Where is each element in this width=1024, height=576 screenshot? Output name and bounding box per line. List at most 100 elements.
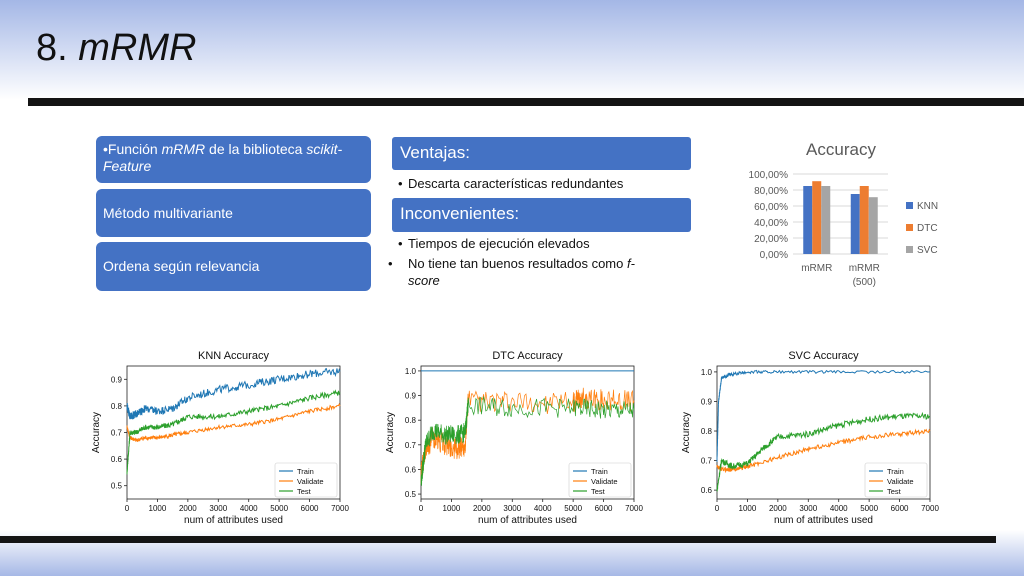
legend-label: KNN xyxy=(917,201,938,212)
dtc-accuracy-chart: DTC Accuracy 0 1000 2000 3000 4000 5000 6000 700… xyxy=(385,350,643,525)
y-tick-label: 100,00% xyxy=(749,170,789,181)
bar-knn xyxy=(850,194,860,254)
y-tick-label: 0.8 xyxy=(405,416,417,425)
x-tick-label: 4000 xyxy=(240,504,258,513)
x-category-label: mRMR (500) xyxy=(849,263,880,288)
footer-divider xyxy=(0,536,996,543)
inconvenientes-item-text: Tiempos de ejecución elevados xyxy=(408,236,590,251)
y-tick-label: 0.5 xyxy=(405,490,417,499)
y-tick-label: 0.7 xyxy=(111,429,123,438)
y-tick-label: 0.9 xyxy=(405,392,417,401)
legend-label: Train xyxy=(591,467,608,476)
inconvenientes-header-text: Inconvenientes: xyxy=(400,204,520,223)
x-tick-label: 1000 xyxy=(739,504,757,513)
x-tick-label: 3000 xyxy=(503,504,521,513)
title-number: 8. xyxy=(36,27,68,69)
y-axis-label: Accuracy xyxy=(385,412,396,453)
legend-label: Validate xyxy=(591,477,618,486)
bar-svc xyxy=(868,197,878,254)
bar-marks: mRMR mRMR (500) xyxy=(801,181,880,288)
legend-swatch xyxy=(906,224,913,231)
y-tick-label: 0.7 xyxy=(701,457,713,466)
legend-swatch xyxy=(906,246,913,253)
inconvenientes-item: • No tiene tan buenos resultados como f-s… xyxy=(388,255,658,289)
box-text-scikit: scikit-Feature xyxy=(103,141,343,174)
inconvenientes-item-text: No tiene tan buenos resultados como xyxy=(408,256,627,271)
y-tick-label: 0.6 xyxy=(405,465,417,474)
ventajas-item: • Descarta características redundantes xyxy=(398,175,688,192)
header-divider xyxy=(28,98,1024,106)
accuracy-bar-chart: Accuracy 0,00% 20,00% 40,00% 60,00% 80,00% 10… xyxy=(749,140,939,288)
box-text-mid: de la biblioteca xyxy=(205,141,307,157)
y-axis-label: Accuracy xyxy=(681,412,692,453)
series-line-test xyxy=(420,396,635,486)
x-tick-label: 1000 xyxy=(443,504,461,513)
series-line-test xyxy=(126,389,341,475)
legend-label: Test xyxy=(887,487,902,496)
x-tick-label: 2000 xyxy=(769,504,787,513)
x-axis-label: num of attributes used xyxy=(774,515,873,525)
series-line-validate xyxy=(716,428,931,474)
y-tick-label: 0.7 xyxy=(405,441,417,450)
bullet-dot: • xyxy=(398,176,403,191)
x-tick-label: 5000 xyxy=(860,504,878,513)
legend-label: DTC xyxy=(917,223,938,234)
x-tick-label: 3000 xyxy=(799,504,817,513)
y-tick-label: 0.5 xyxy=(111,482,123,491)
series-line-test xyxy=(716,411,931,492)
x-tick-label: 0 xyxy=(125,504,130,513)
series-line-validate xyxy=(126,402,341,443)
x-tick-label: 5000 xyxy=(270,504,288,513)
ventajas-header: Ventajas: xyxy=(392,137,691,170)
bar-knn xyxy=(803,186,813,254)
x-axis-label: num of attributes used xyxy=(184,515,283,525)
chart-title: DTC Accuracy xyxy=(492,350,563,362)
fscore-text: f-score xyxy=(408,256,635,288)
x-tick-label: 4000 xyxy=(534,504,552,513)
bullet-dot: • xyxy=(388,256,393,271)
y-tick-label: 0.8 xyxy=(111,402,123,411)
x-tick-label: 2000 xyxy=(179,504,197,513)
x-category-label: mRMR xyxy=(801,263,832,274)
box-text-mrmr: mRMR xyxy=(161,141,206,157)
y-tick-label: 1.0 xyxy=(405,367,417,376)
x-tick-label: 7000 xyxy=(331,504,349,513)
inconvenientes-item: • Tiempos de ejecución elevados xyxy=(398,235,688,252)
x-tick-label: 7000 xyxy=(921,504,939,513)
x-tick-label: 5000 xyxy=(564,504,582,513)
x-tick-label: 6000 xyxy=(301,504,319,513)
y-tick-label: 0.6 xyxy=(701,486,713,495)
x-axis-label: num of attributes used xyxy=(478,515,577,525)
legend-label: SVC xyxy=(917,245,938,256)
bar-legend: KNN DTC SVC xyxy=(906,201,938,256)
chart-title: KNN Accuracy xyxy=(198,350,269,362)
inconvenientes-header: Inconvenientes: xyxy=(392,198,691,232)
title-name: mRMR xyxy=(78,27,197,69)
box-label: Método multivariante xyxy=(103,205,233,221)
x-tick-label: 6000 xyxy=(891,504,909,513)
feature-box-function: •Función mRMR de la biblioteca scikit-Fe… xyxy=(96,136,371,183)
bar-dtc xyxy=(812,181,822,254)
bar-svc xyxy=(821,186,831,254)
y-tick-label: 40,00% xyxy=(754,218,788,229)
legend-label: Train xyxy=(887,467,904,476)
bullet-dot: • xyxy=(398,236,403,251)
x-tick-label: 7000 xyxy=(625,504,643,513)
x-tick-label: 1000 xyxy=(149,504,167,513)
y-tick-label: 0.9 xyxy=(701,397,713,406)
box-label: Ordena según relevancia xyxy=(103,258,260,274)
x-tick-label: 0 xyxy=(419,504,424,513)
y-tick-label: 20,00% xyxy=(754,234,788,245)
x-tick-label: 4000 xyxy=(830,504,848,513)
y-tick-label: 0.9 xyxy=(111,375,123,384)
ventajas-item-text: Descarta características redundantes xyxy=(408,176,624,191)
legend-label: Validate xyxy=(887,477,914,486)
feature-box-multivariate: Método multivariante xyxy=(96,189,371,237)
x-tick-label: 6000 xyxy=(595,504,613,513)
box-text-pre: Función xyxy=(107,141,162,157)
y-tick-label: 0.8 xyxy=(701,427,713,436)
y-tick-label: 60,00% xyxy=(754,202,788,213)
y-tick-label: 80,00% xyxy=(754,186,788,197)
knn-accuracy-chart: KNN Accuracy 0 1000 2000 3000 4000 5000 6000 700… xyxy=(91,350,349,525)
x-tick-label: 3000 xyxy=(209,504,227,513)
